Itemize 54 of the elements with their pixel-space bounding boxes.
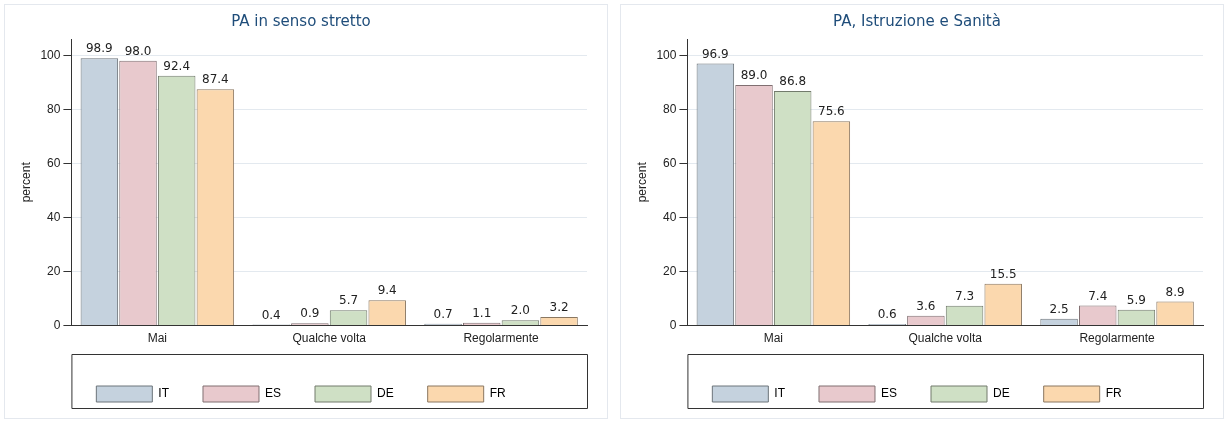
data-label: 92.4 <box>163 58 191 73</box>
y-tick-label: 80 <box>663 101 677 116</box>
y-tick-label: 100 <box>40 47 61 62</box>
data-label: 7.4 <box>1088 288 1108 303</box>
data-label: 2.0 <box>510 303 530 318</box>
legend-label: ES <box>265 386 282 401</box>
data-label: 86.8 <box>779 74 807 89</box>
y-tick-label: 40 <box>47 209 61 224</box>
legend-label: DE <box>377 386 394 401</box>
y-tick-label: 20 <box>47 263 61 278</box>
legend-label: IT <box>774 386 786 401</box>
data-label: 98.9 <box>85 41 113 56</box>
x-tick-label: Regolarmente <box>463 331 540 346</box>
y-tick-label: 100 <box>656 47 677 62</box>
legend-label: IT <box>158 386 170 401</box>
data-label: 8.9 <box>1165 284 1185 299</box>
legend-label: FR <box>1105 386 1122 401</box>
y-tick-label: 60 <box>47 155 61 170</box>
data-label: 0.4 <box>261 307 281 322</box>
data-label: 0.7 <box>433 306 453 321</box>
x-tick-label: Qualche volta <box>908 331 983 346</box>
data-label: 87.4 <box>201 72 229 87</box>
data-label: 75.6 <box>817 104 845 119</box>
legend-label: ES <box>881 386 898 401</box>
legend-label: DE <box>993 386 1010 401</box>
data-label: 2.5 <box>1049 301 1069 316</box>
chart-title: PA, Istruzione e Sanità <box>833 11 1001 30</box>
data-label: 15.5 <box>989 266 1017 281</box>
y-axis-title: percent <box>18 161 33 203</box>
y-tick-label: 0 <box>53 317 61 332</box>
y-tick-label: 60 <box>663 155 677 170</box>
y-tick-label: 20 <box>663 263 677 278</box>
data-label: 5.7 <box>339 293 359 308</box>
legend-label: FR <box>489 386 506 401</box>
data-label: 7.3 <box>955 288 975 303</box>
data-label: 5.9 <box>1126 292 1146 307</box>
chart-title: PA in senso stretto <box>231 11 371 30</box>
y-tick-label: 80 <box>47 101 61 116</box>
data-label: 0.9 <box>300 306 320 321</box>
data-label: 3.6 <box>916 298 936 313</box>
data-label: 0.6 <box>877 307 897 322</box>
y-tick-label: 0 <box>669 317 677 332</box>
data-label: 1.1 <box>472 305 492 320</box>
x-tick-label: Qualche volta <box>292 331 367 346</box>
y-axis-title: percent <box>634 161 649 203</box>
data-label: 98.0 <box>124 43 152 58</box>
data-label: 89.0 <box>740 68 768 83</box>
data-label: 3.2 <box>549 300 569 315</box>
data-label: 9.4 <box>377 283 397 298</box>
x-tick-label: Mai <box>147 331 168 346</box>
data-label: 96.9 <box>701 46 729 61</box>
x-tick-label: Mai <box>763 331 784 346</box>
y-tick-label: 40 <box>663 209 677 224</box>
x-tick-label: Regolarmente <box>1079 331 1156 346</box>
